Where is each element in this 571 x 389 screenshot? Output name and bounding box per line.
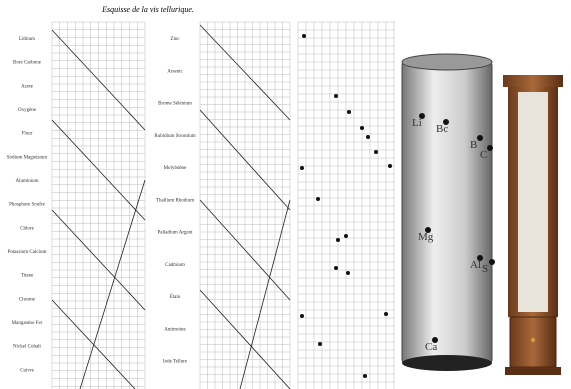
- element-label: Lithium: [19, 37, 35, 42]
- element-label: Cadmium: [165, 263, 185, 268]
- element-label: Zinc: [170, 37, 180, 42]
- cylinder: [401, 53, 493, 371]
- dot: [443, 119, 449, 125]
- cylinder-label: Mg: [418, 231, 434, 243]
- element-label: Palladium Argent: [157, 231, 193, 236]
- dot: [425, 227, 431, 233]
- element-label: Azote: [21, 84, 34, 89]
- element-label: Oxygène: [18, 108, 37, 113]
- cylinder-label: B: [470, 139, 477, 151]
- dot: [334, 266, 338, 270]
- dot: [300, 314, 304, 318]
- dot: [477, 135, 483, 141]
- element-label: Nickel Cobalt: [13, 345, 42, 350]
- element-label: Chrome: [19, 297, 36, 302]
- dot: [360, 126, 364, 130]
- element-label: Chlore: [20, 226, 34, 231]
- element-label: Arsenic: [167, 69, 183, 74]
- dot: [346, 271, 350, 275]
- element-label: Molybdène: [164, 166, 188, 171]
- dot: [302, 34, 306, 38]
- element-label: Phosphore Soufre: [9, 203, 45, 208]
- dot: [419, 113, 425, 119]
- cylinder-label: C: [480, 149, 487, 161]
- grid-dots: [297, 21, 395, 389]
- cylinder-label: Bc: [436, 123, 448, 135]
- dot: [489, 259, 495, 265]
- cylinder-label: S: [482, 263, 488, 275]
- dot: [316, 197, 320, 201]
- dot: [363, 374, 367, 378]
- dot: [477, 255, 483, 261]
- element-label: Thallium Rhodium: [156, 198, 194, 203]
- helix-lines: [51, 24, 291, 389]
- dot: [366, 135, 370, 139]
- cylinder-label: Al: [470, 259, 481, 271]
- element-label: Manganèse Fer: [12, 321, 43, 326]
- element-label: Bore Carbone: [13, 61, 42, 66]
- element-label: Cuivre: [20, 368, 34, 373]
- element-label: Fluor: [22, 132, 33, 137]
- dot: [384, 312, 388, 316]
- cylinder-labels: Li Bc BC Mg Al S Ca: [412, 113, 495, 353]
- dot: [334, 94, 338, 98]
- dot: [336, 238, 340, 242]
- element-label: Iode Tellure: [163, 360, 188, 365]
- element-dots: [300, 34, 392, 378]
- element-label: Brome Sélénium: [158, 102, 192, 107]
- cylinder-label: Ca: [425, 341, 437, 353]
- cylinder-label: Li: [412, 117, 422, 129]
- dot: [374, 150, 378, 154]
- element-label: Rubidium Strontium: [154, 134, 195, 139]
- dot: [347, 110, 351, 114]
- title: Esquisse de la vis tellurique.: [101, 5, 194, 14]
- grid-left: [51, 21, 146, 389]
- dot: [344, 234, 348, 238]
- element-label: Titane: [21, 274, 34, 279]
- dot: [388, 164, 392, 168]
- element-label: Potassium Calcium: [8, 250, 47, 255]
- element-label: Étain: [170, 294, 181, 300]
- wooden-case: [503, 75, 563, 375]
- element-label: Aluminium: [15, 179, 38, 184]
- dot: [487, 145, 493, 151]
- element-label: Sodium Magnésium: [7, 155, 48, 160]
- element-label: Antimoine: [164, 327, 186, 332]
- dot: [300, 166, 304, 170]
- dot: [432, 337, 438, 343]
- dot: [318, 342, 322, 346]
